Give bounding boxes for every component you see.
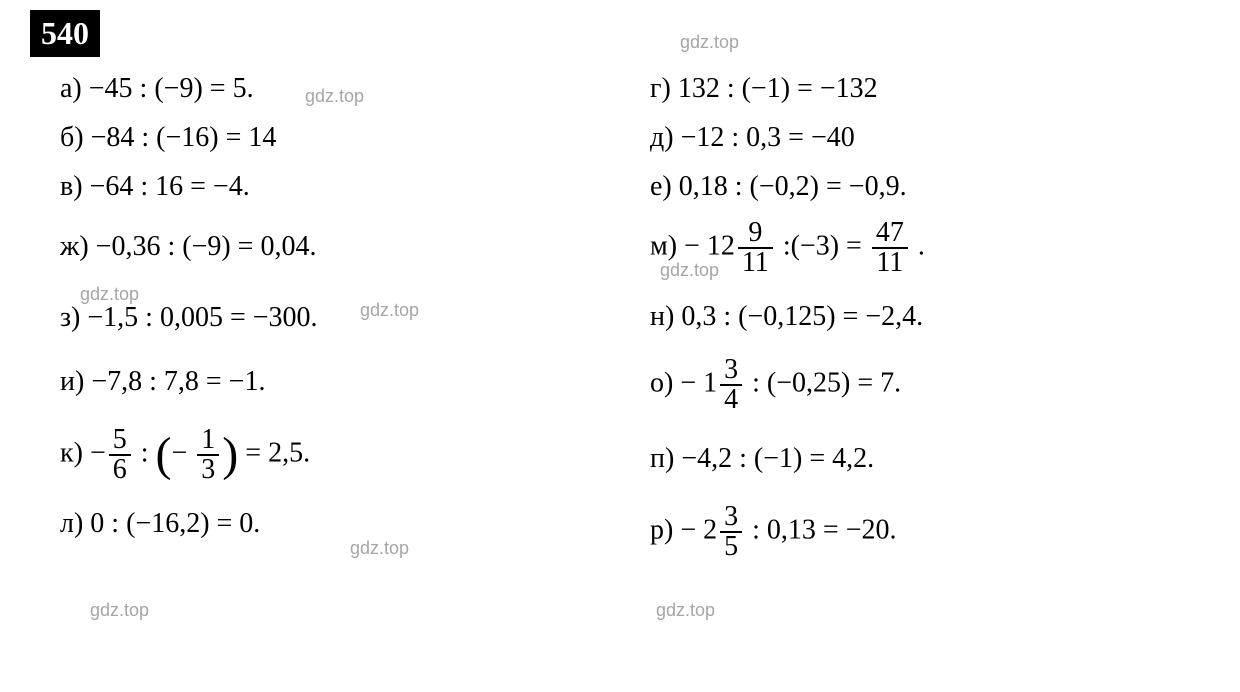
suffix: = 2,5. xyxy=(238,438,310,469)
denominator: 3 xyxy=(197,456,219,484)
numerator: 47 xyxy=(872,219,908,249)
equation-i: и) −7,8 : 7,8 = −1. xyxy=(60,362,620,401)
fraction: 56 xyxy=(109,426,131,484)
expr: −7,8 : 7,8 = −1. xyxy=(91,366,265,397)
expr: −45 : (−9) = 5. xyxy=(89,73,254,104)
prefix: − 2 xyxy=(680,514,717,545)
equation-o: о) − 134 : (−0,25) = 7. xyxy=(650,356,1210,414)
equation-zh: ж) −0,36 : (−9) = 0,04. xyxy=(60,227,620,266)
label: и) xyxy=(60,366,84,397)
watermark: gdz.top xyxy=(660,260,719,281)
numerator: 9 xyxy=(738,219,773,249)
equation-l: л) 0 : (−16,2) = 0. xyxy=(60,504,620,543)
equation-b: б) −84 : (−16) = 14 xyxy=(60,118,620,157)
numerator: 3 xyxy=(720,356,742,386)
label: л) xyxy=(60,508,83,539)
label: б) xyxy=(60,122,84,153)
expr: 0,3 : (−0,125) = −2,4. xyxy=(681,301,923,332)
fraction: 911 xyxy=(738,219,773,277)
prefix: − xyxy=(90,438,106,469)
denominator: 4 xyxy=(720,386,742,414)
label: а) xyxy=(60,73,82,104)
equation-e: е) 0,18 : (−0,2) = −0,9. xyxy=(650,167,1210,206)
expr: −84 : (−16) = 14 xyxy=(91,122,277,153)
equation-d: д) −12 : 0,3 = −40 xyxy=(650,118,1210,157)
watermark: gdz.top xyxy=(350,538,409,559)
right-column: г) 132 : (−1) = −132 д) −12 : 0,3 = −40 … xyxy=(620,69,1210,579)
equation-k: к) −56 : (− 13) = 2,5. xyxy=(60,426,620,484)
expr: 132 : (−1) = −132 xyxy=(678,73,878,104)
label: ж) xyxy=(60,231,89,262)
label: г) xyxy=(650,73,671,104)
fraction: 4711 xyxy=(872,219,908,277)
equation-n: н) 0,3 : (−0,125) = −2,4. xyxy=(650,297,1210,336)
expr: −12 : 0,3 = −40 xyxy=(681,122,855,153)
watermark: gdz.top xyxy=(680,32,739,53)
expr: 0,18 : (−0,2) = −0,9. xyxy=(679,171,907,202)
problem-number: 540 xyxy=(30,10,100,57)
mid: : (−0,25) = 7. xyxy=(745,367,901,398)
equation-r: р) − 235 : 0,13 = −20. xyxy=(650,503,1210,561)
equation-g: г) 132 : (−1) = −132 xyxy=(650,69,1210,108)
equation-z: з) −1,5 : 0,005 = −300. xyxy=(60,298,620,337)
equation-p: п) −4,2 : (−1) = 4,2. xyxy=(650,439,1210,478)
label: е) xyxy=(650,171,672,202)
prefix: − 12 xyxy=(684,230,735,261)
label: к) xyxy=(60,438,83,469)
label: з) xyxy=(60,302,80,333)
denominator: 11 xyxy=(872,249,908,277)
label: о) xyxy=(650,367,673,398)
expr: 0 : (−16,2) = 0. xyxy=(90,508,260,539)
expr: −4,2 : (−1) = 4,2. xyxy=(681,443,874,474)
watermark: gdz.top xyxy=(305,86,364,107)
equation-v: в) −64 : 16 = −4. xyxy=(60,167,620,206)
expr: −64 : 16 = −4. xyxy=(90,171,250,202)
mid: :(−3) = xyxy=(776,230,869,261)
expr: −0,36 : (−9) = 0,04. xyxy=(96,231,317,262)
watermark: gdz.top xyxy=(360,300,419,321)
label: в) xyxy=(60,171,83,202)
label: д) xyxy=(650,122,674,153)
label: р) xyxy=(650,514,673,545)
watermark: gdz.top xyxy=(90,600,149,621)
label: н) xyxy=(650,301,674,332)
content-columns: а) −45 : (−9) = 5. б) −84 : (−16) = 14 в… xyxy=(30,69,1210,579)
watermark: gdz.top xyxy=(80,284,139,305)
label: п) xyxy=(650,443,674,474)
denominator: 11 xyxy=(738,249,773,277)
denominator: 5 xyxy=(720,533,742,561)
fraction: 34 xyxy=(720,356,742,414)
mid: : 0,13 = −20. xyxy=(745,514,896,545)
left-column: а) −45 : (−9) = 5. б) −84 : (−16) = 14 в… xyxy=(30,69,620,579)
watermark: gdz.top xyxy=(656,600,715,621)
expr: −1,5 : 0,005 = −300. xyxy=(87,302,317,333)
denominator: 6 xyxy=(109,456,131,484)
numerator: 1 xyxy=(197,426,219,456)
neg: − xyxy=(172,438,195,469)
suffix: . xyxy=(911,230,925,261)
fraction: 13 xyxy=(197,426,219,484)
fraction: 35 xyxy=(720,503,742,561)
numerator: 5 xyxy=(109,426,131,456)
prefix: − 1 xyxy=(680,367,717,398)
equation-m: м) − 12911 :(−3) = 4711 . xyxy=(650,219,1210,277)
label: м) xyxy=(650,230,677,261)
mid: : xyxy=(134,438,156,469)
numerator: 3 xyxy=(720,503,742,533)
